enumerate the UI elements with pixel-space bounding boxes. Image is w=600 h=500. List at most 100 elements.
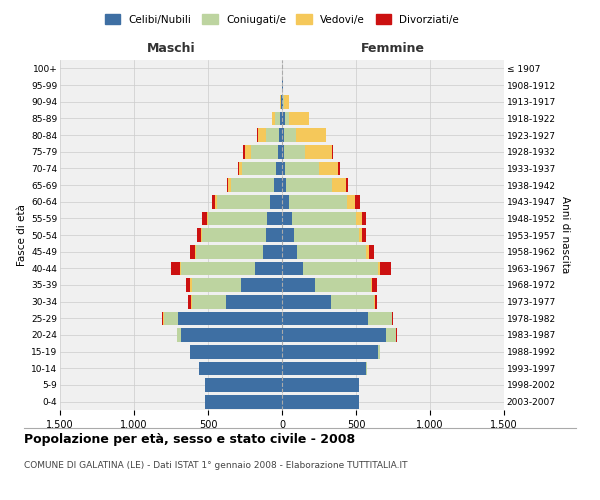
Bar <box>282 162 285 175</box>
Bar <box>282 312 368 325</box>
Bar <box>392 312 393 325</box>
Bar <box>370 245 374 258</box>
Bar <box>294 228 359 242</box>
Bar <box>238 162 239 175</box>
Bar <box>338 162 340 175</box>
Bar <box>171 262 180 275</box>
Bar <box>378 262 380 275</box>
Bar <box>245 145 251 158</box>
Bar <box>256 262 282 275</box>
Bar <box>371 278 372 292</box>
Bar <box>251 145 278 158</box>
Bar <box>289 195 347 208</box>
Bar <box>181 328 282 342</box>
Bar <box>196 245 263 258</box>
Bar <box>194 245 196 258</box>
Bar <box>282 195 289 208</box>
Bar <box>356 212 362 225</box>
Bar <box>188 295 191 308</box>
Bar <box>243 145 245 158</box>
Bar <box>282 78 283 92</box>
Bar <box>282 362 367 375</box>
Bar <box>362 228 365 242</box>
Bar <box>202 212 206 225</box>
Bar <box>241 278 282 292</box>
Bar <box>378 345 380 358</box>
Bar <box>228 178 231 192</box>
Bar <box>206 212 208 225</box>
Bar <box>282 245 297 258</box>
Bar <box>263 245 282 258</box>
Text: Femmine: Femmine <box>361 42 425 55</box>
Bar <box>282 95 283 108</box>
Bar <box>332 145 333 158</box>
Bar <box>190 345 282 358</box>
Bar <box>296 128 326 142</box>
Bar <box>181 262 256 275</box>
Bar <box>280 112 282 125</box>
Bar <box>280 95 281 108</box>
Bar <box>282 212 292 225</box>
Bar <box>284 145 305 158</box>
Bar <box>272 112 275 125</box>
Y-axis label: Anni di nascita: Anni di nascita <box>560 196 570 274</box>
Bar <box>164 312 178 325</box>
Bar <box>190 245 194 258</box>
Legend: Celibi/Nubili, Coniugati/e, Vedovi/e, Divorziati/e: Celibi/Nubili, Coniugati/e, Vedovi/e, Di… <box>101 10 463 29</box>
Bar <box>205 378 282 392</box>
Bar <box>282 228 294 242</box>
Bar <box>285 162 319 175</box>
Bar <box>346 178 348 192</box>
Bar <box>279 128 282 142</box>
Bar <box>332 178 346 192</box>
Text: Popolazione per età, sesso e stato civile - 2008: Popolazione per età, sesso e stato civil… <box>24 432 355 446</box>
Bar <box>275 112 280 125</box>
Bar <box>226 295 282 308</box>
Bar <box>297 245 367 258</box>
Bar <box>202 228 266 242</box>
Y-axis label: Fasce di età: Fasce di età <box>17 204 27 266</box>
Bar <box>190 278 192 292</box>
Bar <box>162 312 163 325</box>
Bar <box>205 395 282 408</box>
Bar <box>186 278 190 292</box>
Bar <box>305 145 332 158</box>
Bar <box>177 328 181 342</box>
Bar <box>267 212 282 225</box>
Bar <box>199 362 282 375</box>
Bar <box>200 228 202 242</box>
Bar <box>314 278 371 292</box>
Bar <box>368 312 392 325</box>
Bar <box>282 395 359 408</box>
Bar <box>239 162 242 175</box>
Bar <box>212 195 215 208</box>
Bar <box>347 195 355 208</box>
Bar <box>386 328 396 342</box>
Bar <box>266 228 282 242</box>
Bar <box>257 128 266 142</box>
Bar <box>197 228 200 242</box>
Bar <box>286 178 332 192</box>
Bar <box>289 112 308 125</box>
Bar <box>283 95 284 108</box>
Bar <box>282 295 331 308</box>
Bar <box>180 262 181 275</box>
Bar <box>367 245 370 258</box>
Bar <box>282 262 303 275</box>
Bar <box>231 178 274 192</box>
Bar <box>359 228 362 242</box>
Bar <box>276 162 282 175</box>
Bar <box>282 112 285 125</box>
Bar <box>266 128 279 142</box>
Bar <box>215 195 217 208</box>
Bar <box>282 278 314 292</box>
Bar <box>362 212 367 225</box>
Bar <box>282 128 284 142</box>
Bar <box>319 162 338 175</box>
Bar <box>163 312 164 325</box>
Bar <box>303 262 378 275</box>
Bar <box>380 262 391 275</box>
Bar <box>285 112 289 125</box>
Bar <box>242 162 276 175</box>
Bar <box>284 95 289 108</box>
